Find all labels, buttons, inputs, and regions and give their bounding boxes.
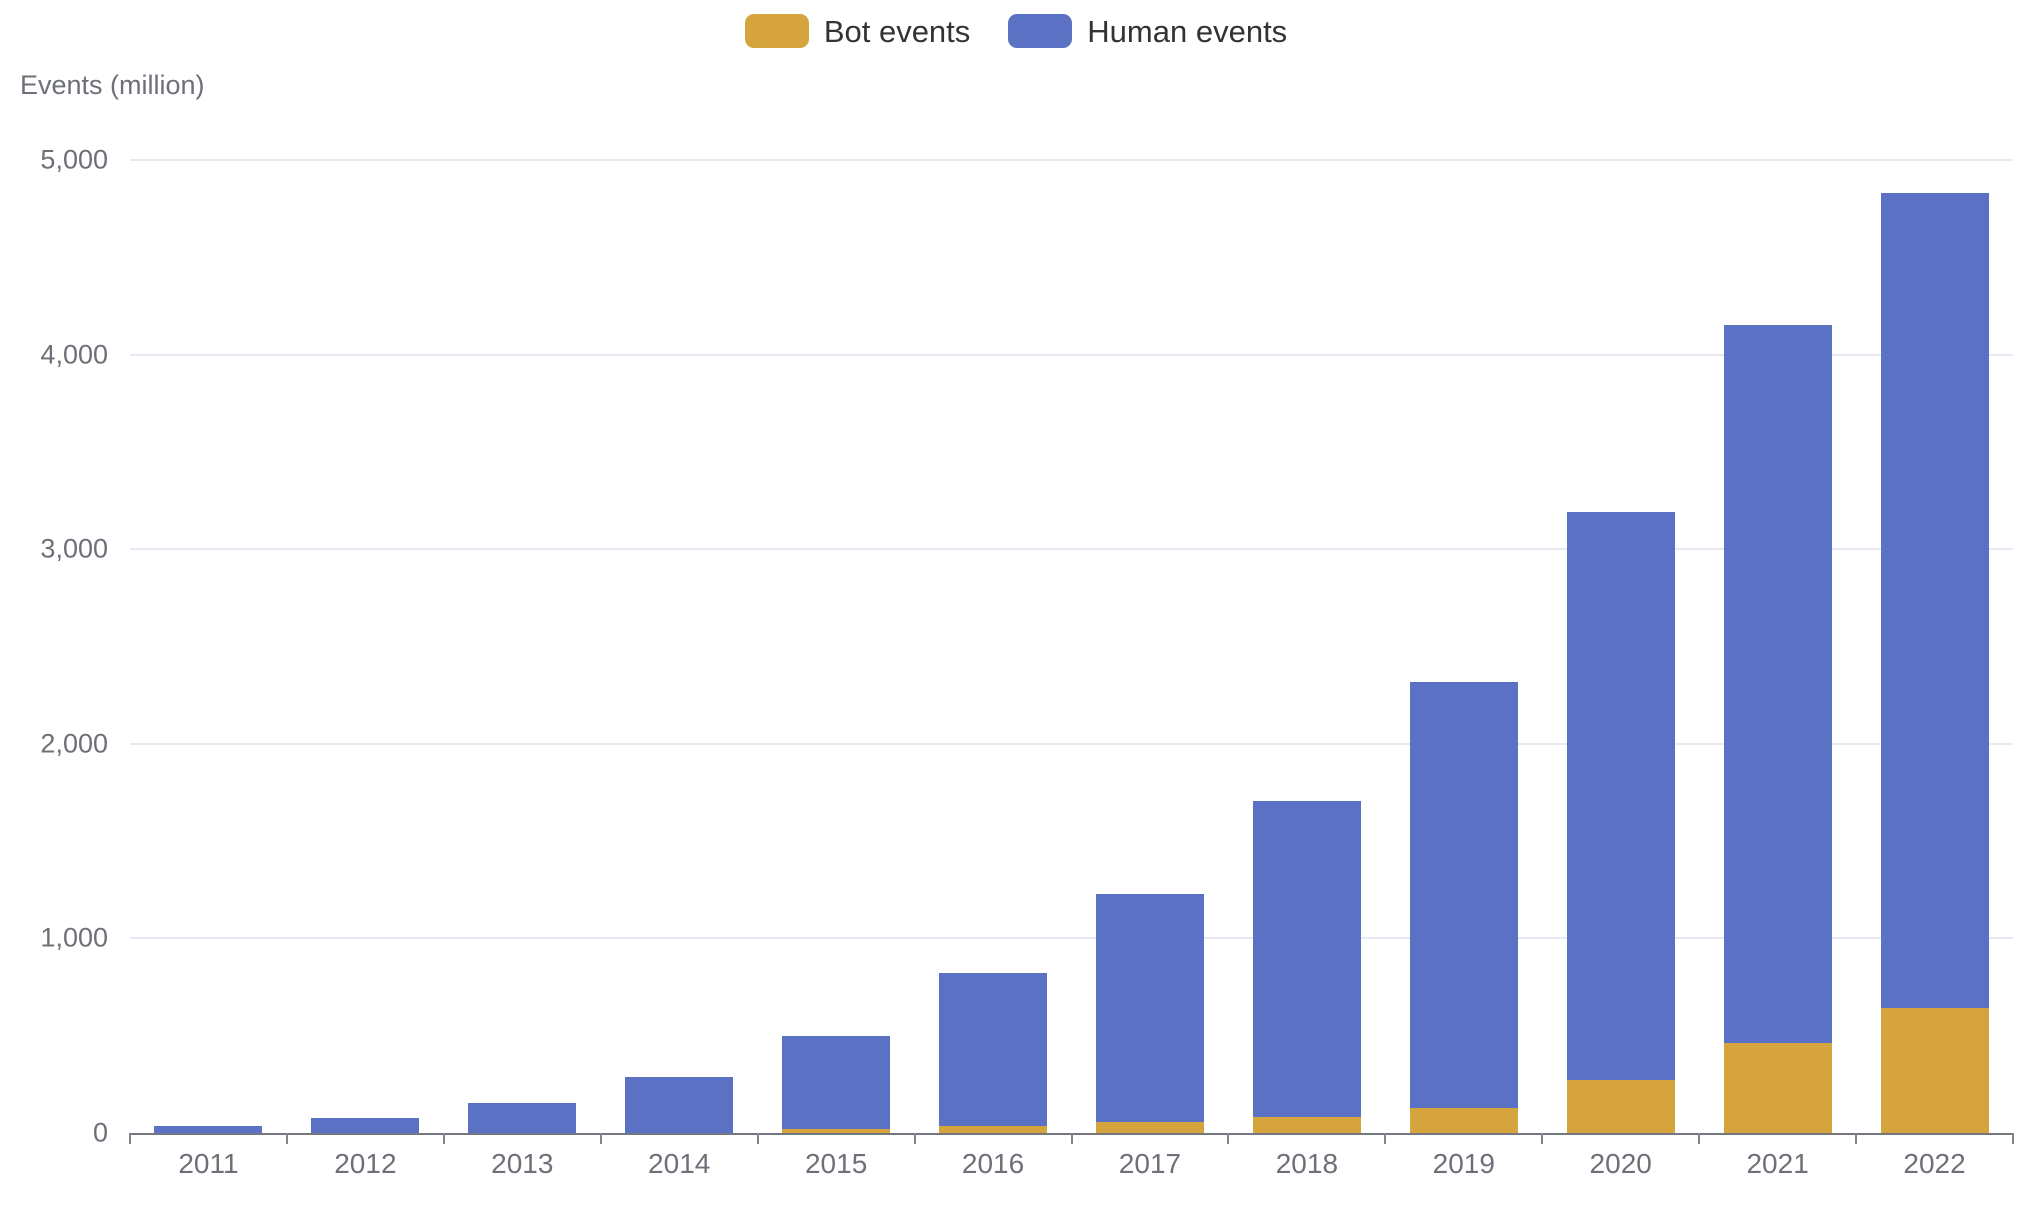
legend-label: Human events <box>1087 13 1288 49</box>
legend-swatch-human-events <box>1008 14 1073 48</box>
bar-segment-bot-events-2016[interactable] <box>939 1126 1048 1133</box>
bar-segment-human-events-2013[interactable] <box>468 1102 577 1133</box>
bar-segment-human-events-2015[interactable] <box>782 1035 891 1130</box>
x-axis-tick <box>285 1133 288 1144</box>
bar-segment-human-events-2017[interactable] <box>1095 893 1204 1123</box>
bar-segment-human-events-2022[interactable] <box>1880 193 1989 1009</box>
bar-segment-human-events-2020[interactable] <box>1566 512 1675 1081</box>
x-tick-label-2013: 2013 <box>491 1148 554 1179</box>
x-axis-tick <box>1384 1133 1387 1144</box>
bar-segment-bot-events-2021[interactable] <box>1723 1043 1832 1133</box>
x-tick-label-2015: 2015 <box>804 1148 868 1179</box>
x-axis-tick <box>1070 1133 1073 1144</box>
x-axis-tick <box>129 1133 131 1144</box>
x-axis-tick <box>1227 1133 1230 1144</box>
bar-segment-human-events-2011[interactable] <box>154 1126 263 1133</box>
bar-segment-bot-events-2020[interactable] <box>1566 1080 1675 1133</box>
x-tick-label-2016: 2016 <box>961 1148 1025 1179</box>
bar-segment-human-events-2016[interactable] <box>939 973 1048 1127</box>
legend-item-bot-events[interactable]: Bot events <box>744 13 971 49</box>
x-tick-label-2020: 2020 <box>1589 1148 1652 1179</box>
bar-segment-bot-events-2019[interactable] <box>1409 1107 1518 1133</box>
y-tick-label-0: 0 <box>92 1117 108 1148</box>
x-tick-label-2021: 2021 <box>1746 1148 1809 1179</box>
x-axis-tick <box>756 1133 759 1144</box>
gridline-1000 <box>130 937 2013 940</box>
gridline-5000 <box>130 159 2013 161</box>
y-tick-label-1000: 1,000 <box>40 922 108 953</box>
y-tick-label-3000: 3,000 <box>40 533 108 564</box>
x-axis-tick <box>913 1133 916 1144</box>
x-tick-label-2018: 2018 <box>1275 1148 1339 1179</box>
x-tick-label-2012: 2012 <box>334 1148 397 1179</box>
bar-segment-human-events-2012[interactable] <box>311 1118 420 1133</box>
bar-segment-human-events-2014[interactable] <box>625 1076 734 1133</box>
legend-swatch-bot-events <box>744 14 809 48</box>
y-tick-label-2000: 2,000 <box>40 728 108 759</box>
chart-legend: Bot events Human events <box>0 14 2032 48</box>
x-tick-label-2022: 2022 <box>1903 1148 1966 1179</box>
y-axis-title: Events (million) <box>20 70 205 100</box>
x-tick-label-2017: 2017 <box>1118 1148 1182 1179</box>
plot-area <box>129 159 2014 1144</box>
x-axis-tick <box>599 1133 602 1144</box>
bar-segment-bot-events-2018[interactable] <box>1252 1117 1361 1133</box>
bar-segment-bot-events-2022[interactable] <box>1880 1008 1989 1133</box>
x-axis-tick <box>1698 1133 1701 1144</box>
gridline-3000 <box>130 548 2013 551</box>
legend-item-human-events[interactable]: Human events <box>1008 14 1287 48</box>
gridline-2000 <box>130 742 2013 745</box>
x-tick-label-2019: 2019 <box>1432 1148 1495 1179</box>
x-tick-label-2014: 2014 <box>648 1148 711 1179</box>
x-tick-label-2011: 2011 <box>178 1148 239 1179</box>
bar-segment-bot-events-2017[interactable] <box>1095 1122 1204 1133</box>
bar-segment-bot-events-2015[interactable] <box>782 1129 891 1133</box>
x-axis-tick <box>1541 1133 1544 1144</box>
y-tick-label-5000: 5,000 <box>40 144 108 175</box>
bar-segment-human-events-2021[interactable] <box>1723 325 1832 1044</box>
legend-label: Bot events <box>823 13 971 49</box>
bar-segment-human-events-2019[interactable] <box>1409 681 1518 1108</box>
x-axis-tick <box>1855 1133 1858 1144</box>
bar-segment-human-events-2018[interactable] <box>1252 801 1361 1118</box>
x-axis-tick <box>2012 1133 2014 1144</box>
x-axis-tick <box>442 1133 445 1144</box>
y-tick-label-4000: 4,000 <box>40 339 108 370</box>
gridline-4000 <box>130 353 2013 356</box>
